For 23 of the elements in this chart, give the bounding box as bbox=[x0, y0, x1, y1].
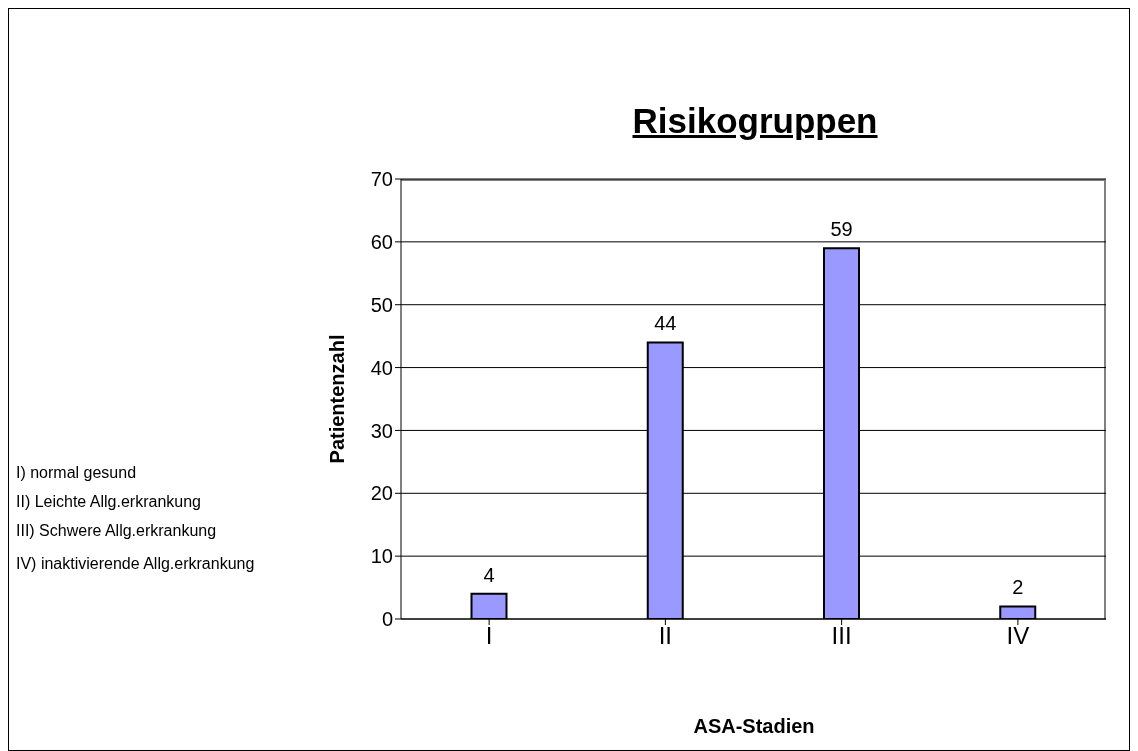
y-tick-label: 70 bbox=[370, 168, 393, 191]
data-label: 44 bbox=[654, 312, 677, 335]
y-tick-label: 10 bbox=[370, 545, 393, 568]
x-tick-label: III bbox=[831, 622, 852, 650]
text: III) Schwere Allg.erkrankung bbox=[16, 522, 217, 540]
x-tick-label: IV bbox=[1006, 622, 1030, 650]
data-label: 4 bbox=[483, 563, 495, 586]
text: IV) inaktivierende Allg.erkrankung bbox=[16, 555, 255, 573]
data-label: 2 bbox=[1012, 576, 1024, 599]
y-tick-label: 60 bbox=[370, 230, 393, 253]
text: II) Leichte Allg.erkrankung bbox=[16, 493, 201, 511]
y-tick-label: 0 bbox=[381, 608, 393, 631]
chart-title: Risikogruppen bbox=[632, 101, 878, 140]
y-tick-label: 40 bbox=[370, 356, 393, 379]
x-axis-title: ASA-Stadien bbox=[693, 714, 815, 738]
y-tick-label: 30 bbox=[370, 419, 393, 442]
y-tick-label: 20 bbox=[370, 482, 393, 505]
y-tick-label: 50 bbox=[370, 293, 393, 316]
x-tick-label: II bbox=[658, 622, 673, 650]
text: I) normal gesund bbox=[16, 464, 137, 482]
y-axis-title: Patientenzahl bbox=[325, 334, 349, 464]
x-tick-label: I bbox=[485, 622, 493, 650]
data-label: 59 bbox=[830, 218, 853, 241]
